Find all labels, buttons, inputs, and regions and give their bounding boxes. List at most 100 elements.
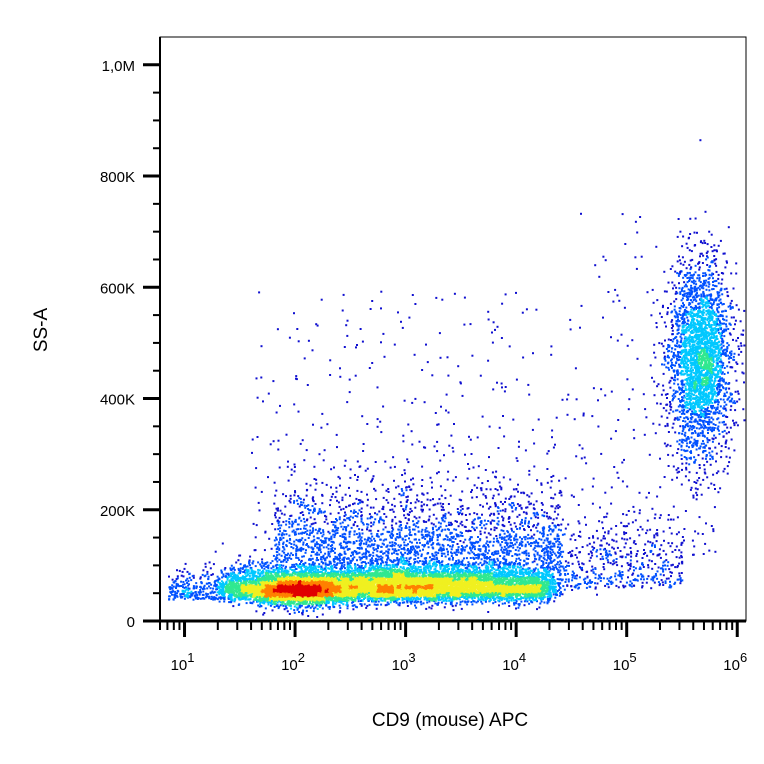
event-dot bbox=[490, 569, 493, 572]
event-dot bbox=[488, 575, 491, 578]
event-dot bbox=[462, 595, 465, 598]
event-dot bbox=[542, 563, 545, 565]
event-dot bbox=[526, 577, 529, 580]
event-dot bbox=[354, 568, 357, 571]
event-dot bbox=[488, 573, 491, 575]
event-dot bbox=[266, 601, 269, 604]
event-dot bbox=[374, 560, 377, 562]
event-dot bbox=[287, 552, 290, 555]
event-dot bbox=[270, 567, 273, 570]
event-dot bbox=[437, 560, 440, 562]
event-dot bbox=[414, 604, 416, 607]
event-dot bbox=[492, 577, 495, 580]
event-dot bbox=[512, 576, 515, 579]
event-dot bbox=[528, 598, 531, 601]
event-dot bbox=[481, 596, 484, 599]
event-dot bbox=[263, 563, 266, 566]
event-dot bbox=[518, 569, 521, 572]
event-dot bbox=[280, 564, 283, 567]
event-dot bbox=[251, 589, 254, 592]
event-dot bbox=[551, 565, 554, 568]
event-dot bbox=[218, 593, 221, 596]
event-dot bbox=[559, 592, 562, 594]
event-dot bbox=[513, 599, 516, 602]
event-dot bbox=[506, 595, 509, 598]
event-dot bbox=[327, 599, 330, 602]
event-dot bbox=[247, 578, 250, 581]
event-dot bbox=[343, 599, 346, 601]
event-dot bbox=[260, 580, 263, 583]
event-dot bbox=[552, 593, 555, 596]
event-dot bbox=[378, 555, 381, 558]
event-dot bbox=[343, 570, 346, 573]
event-dot bbox=[263, 549, 266, 552]
event-dot bbox=[434, 569, 437, 572]
event-dot bbox=[546, 587, 549, 590]
event-dot bbox=[248, 575, 251, 577]
event-dot bbox=[491, 575, 494, 578]
event-dot bbox=[505, 572, 508, 575]
event-dot bbox=[410, 570, 413, 573]
event-dot bbox=[325, 569, 327, 572]
event-dot bbox=[464, 567, 467, 569]
event-dot bbox=[526, 588, 529, 591]
event-dot bbox=[379, 566, 382, 569]
event-dot bbox=[364, 561, 366, 564]
event-dot bbox=[477, 595, 480, 598]
event-dot bbox=[441, 574, 444, 577]
event-dot bbox=[478, 572, 480, 575]
event-dot bbox=[545, 569, 548, 572]
event-dot bbox=[515, 569, 518, 572]
event-dot bbox=[453, 567, 455, 570]
event-dot bbox=[235, 593, 238, 596]
event-dot bbox=[284, 557, 287, 560]
event-dot bbox=[475, 561, 478, 564]
event-dot bbox=[228, 601, 231, 604]
event-dot bbox=[496, 583, 499, 586]
event-dot bbox=[492, 553, 495, 556]
event-dot bbox=[455, 564, 458, 567]
event-dot bbox=[304, 561, 307, 564]
event-dot bbox=[447, 563, 450, 566]
event-dot bbox=[482, 569, 485, 572]
event-dot bbox=[513, 576, 516, 579]
event-dot bbox=[536, 563, 539, 566]
event-dot bbox=[503, 583, 506, 586]
event-dot bbox=[360, 603, 363, 606]
event-dot bbox=[381, 599, 384, 602]
event-dot bbox=[528, 574, 531, 577]
event-dot bbox=[554, 580, 557, 583]
event-dot bbox=[463, 564, 466, 567]
event-dot bbox=[448, 596, 451, 599]
event-dot bbox=[324, 563, 327, 566]
event-dot bbox=[546, 595, 549, 598]
event-dot bbox=[261, 562, 264, 565]
event-dot bbox=[500, 597, 503, 600]
event-dot bbox=[559, 578, 562, 581]
event-dot bbox=[540, 560, 543, 562]
event-dot bbox=[267, 571, 270, 574]
event-dot bbox=[415, 601, 418, 604]
event-dot bbox=[447, 565, 450, 568]
event-dot bbox=[343, 572, 346, 575]
event-dot bbox=[545, 591, 548, 594]
event-dot bbox=[522, 588, 525, 591]
event-dot bbox=[267, 574, 270, 577]
event-dot bbox=[514, 602, 517, 605]
event-dot bbox=[525, 597, 528, 600]
event-dot bbox=[363, 598, 365, 600]
event-dot bbox=[326, 563, 329, 566]
event-dot bbox=[549, 591, 552, 594]
event-dot bbox=[230, 564, 233, 567]
event-dot bbox=[218, 582, 221, 585]
event-dot bbox=[332, 600, 335, 603]
event-dot bbox=[490, 558, 493, 561]
event-dot bbox=[237, 559, 240, 562]
event-dot bbox=[528, 602, 531, 605]
event-dot bbox=[425, 607, 428, 610]
event-dot bbox=[545, 582, 548, 585]
event-dot bbox=[334, 602, 337, 605]
event-dot bbox=[554, 588, 557, 591]
event-dot bbox=[546, 584, 549, 587]
